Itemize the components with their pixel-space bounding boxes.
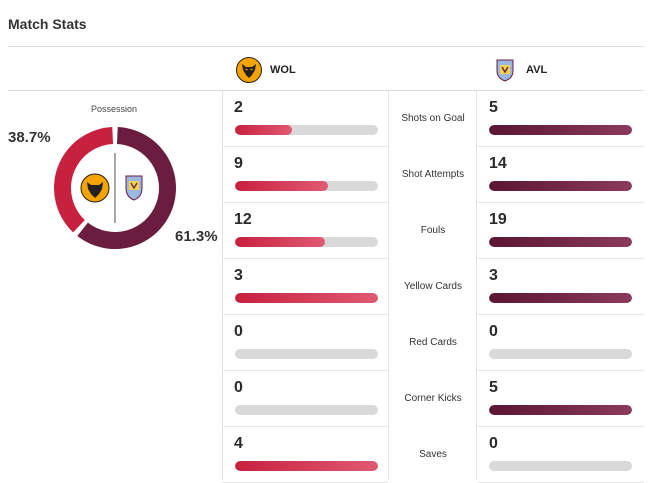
home-stat-value: 2 [234, 99, 243, 116]
away-team-abbr: AVL [526, 64, 548, 76]
stat-label: Corner Kicks [404, 393, 462, 404]
stat-row: 9 Shot Attempts 14 [222, 147, 644, 203]
away-stat-bar [489, 125, 632, 135]
away-stat-bar-fill [489, 237, 632, 247]
stat-label: Yellow Cards [404, 281, 462, 292]
title-divider [8, 46, 644, 47]
home-stat-value: 0 [234, 323, 243, 340]
home-stat-value: 12 [234, 211, 252, 228]
possession-label: Possession [90, 104, 138, 114]
row-divider [478, 426, 644, 427]
away-stat-value: 0 [489, 323, 498, 340]
row-divider [222, 146, 388, 147]
column-divider [476, 91, 477, 480]
stat-row: 0 Red Cards 0 [222, 315, 644, 371]
home-stat-value: 0 [234, 379, 243, 396]
wolves-crest-icon [236, 57, 262, 83]
row-divider [478, 314, 644, 315]
away-team-header: AVL [492, 56, 547, 84]
away-possession-arc [77, 127, 176, 249]
home-stat-bar-fill [235, 293, 378, 303]
column-divider [388, 91, 389, 480]
row-divider [478, 202, 644, 203]
possession-panel: Possession 38.7% 61.3% [8, 91, 220, 251]
row-divider [222, 258, 388, 259]
away-stat-bar [489, 349, 632, 359]
home-possession-arc [54, 127, 114, 233]
row-divider [222, 314, 388, 315]
row-divider [222, 426, 388, 427]
away-stat-bar [489, 181, 632, 191]
home-stat-value: 9 [234, 155, 243, 172]
away-stat-value: 14 [489, 155, 507, 172]
home-stat-bar-fill [235, 181, 328, 191]
home-stat-bar-fill [235, 125, 293, 135]
stat-label: Fouls [420, 225, 446, 236]
aston-villa-crest-icon [125, 175, 143, 201]
home-stat-bar [235, 349, 378, 359]
away-stat-value: 3 [489, 267, 498, 284]
away-stat-bar-fill [489, 405, 632, 415]
stat-label: Saves [419, 449, 447, 460]
home-stat-bar-fill [235, 461, 378, 471]
away-stat-value: 5 [489, 379, 498, 396]
stat-row: 4 Saves 0 [222, 427, 644, 483]
away-stat-value: 19 [489, 211, 507, 228]
home-possession-value: 38.7% [8, 129, 51, 146]
stat-row: 0 Corner Kicks 5 [222, 371, 644, 427]
row-divider [478, 370, 644, 371]
away-stat-bar [489, 237, 632, 247]
away-stat-bar [489, 405, 632, 415]
stat-label: Shots on Goal [401, 113, 465, 124]
header-divider [8, 90, 644, 91]
row-divider [478, 146, 644, 147]
row-divider [222, 370, 388, 371]
home-team-abbr: WOL [270, 64, 296, 76]
possession-donut [54, 127, 176, 249]
home-stat-bar [235, 293, 378, 303]
away-stat-value: 5 [489, 99, 498, 116]
home-team-header: WOL [236, 56, 296, 84]
home-stat-bar [235, 405, 378, 415]
home-stat-bar [235, 237, 378, 247]
stat-label: Red Cards [409, 337, 457, 348]
stat-label: Shot Attempts [401, 169, 465, 180]
row-divider [478, 258, 644, 259]
wolves-crest-icon [80, 173, 110, 203]
away-stat-bar-fill [489, 293, 632, 303]
column-divider [222, 91, 223, 480]
home-stat-value: 4 [234, 435, 243, 452]
home-stat-bar [235, 461, 378, 471]
home-stat-value: 3 [234, 267, 243, 284]
away-possession-value: 61.3% [175, 228, 218, 245]
row-divider [222, 202, 388, 203]
away-stat-bar-fill [489, 125, 632, 135]
aston-villa-crest-icon [496, 59, 514, 82]
home-stat-bar-fill [235, 237, 326, 247]
away-stat-value: 0 [489, 435, 498, 452]
away-stat-bar [489, 293, 632, 303]
page-title: Match Stats [8, 16, 87, 32]
away-stat-bar-fill [489, 181, 632, 191]
home-stat-bar [235, 125, 378, 135]
stat-row: 2 Shots on Goal 5 [222, 91, 644, 147]
home-stat-bar [235, 181, 378, 191]
stat-row: 12 Fouls 19 [222, 203, 644, 259]
away-stat-bar [489, 461, 632, 471]
stat-row: 3 Yellow Cards 3 [222, 259, 644, 315]
